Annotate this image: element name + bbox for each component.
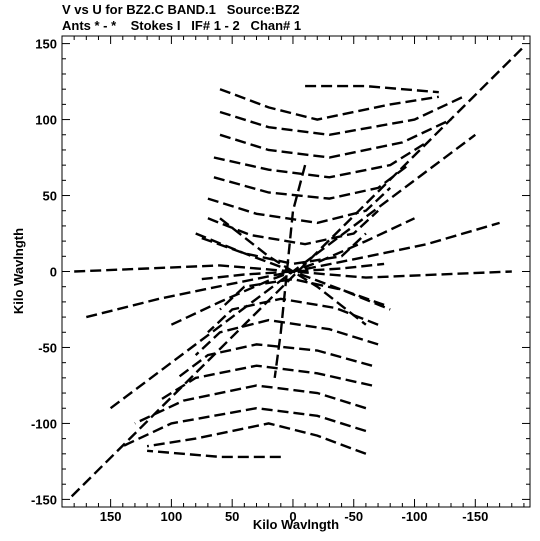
uv-track-13: [122, 406, 367, 448]
uv-track-7: [213, 164, 410, 200]
y-tick-label: 0: [50, 265, 57, 280]
y-tick-label: 150: [35, 37, 57, 52]
x-tick-label: -50: [344, 509, 363, 524]
uv-track-12: [146, 449, 281, 459]
uv-track-2: [219, 88, 439, 121]
x-tick-label: -100: [402, 509, 428, 524]
uv-track-14: [134, 384, 367, 425]
uv-track-18: [207, 297, 379, 334]
uv-track-5: [219, 118, 452, 159]
chart-subtitle: Ants * - * Stokes I IF# 1 - 2 Chan# 1: [62, 18, 302, 33]
y-tick-label: -100: [31, 416, 57, 431]
uv-track-19: [219, 277, 385, 311]
y-axis-label: Kilo Wavlngth: [11, 228, 26, 314]
chart-title: V vs U for BZ2.C BAND.1 Source:BZ2: [62, 2, 300, 17]
uv-track-8: [207, 187, 392, 225]
uv-track-3: [305, 84, 439, 94]
uv-track-15: [158, 364, 373, 402]
y-tick-label: 100: [35, 113, 57, 128]
uv-track-25: [273, 164, 307, 379]
y-tick-label: 50: [43, 189, 57, 204]
plot-marks: [70, 45, 525, 498]
x-tick-label: 150: [100, 509, 122, 524]
uv-track-26: [201, 262, 385, 281]
x-axis-label: Kilo Wavlngth: [253, 517, 339, 532]
uv-track-6: [213, 141, 428, 179]
uv-track-4: [219, 95, 464, 137]
uv-track-24: [219, 217, 367, 326]
uv-track-21: [86, 221, 500, 319]
uv-track-20: [74, 264, 512, 279]
uv-track-11: [146, 422, 367, 455]
axis-ticks: 150 100 50 0 -50 -100 -150 -150 -100 -50 0 50 100 150: [31, 36, 530, 524]
uv-track-17: [194, 318, 379, 356]
uv-track-16: [176, 343, 373, 379]
x-tick-label: 50: [225, 509, 239, 524]
x-tick-label: -150: [462, 509, 488, 524]
x-tick-label: 100: [161, 509, 183, 524]
uv-track-0: [70, 45, 525, 498]
x-tick-label: 0: [289, 509, 296, 524]
uv-track-9: [207, 209, 379, 246]
uv-track-10: [201, 232, 367, 266]
y-tick-label: -50: [38, 340, 57, 355]
y-tick-label: -150: [31, 492, 57, 507]
